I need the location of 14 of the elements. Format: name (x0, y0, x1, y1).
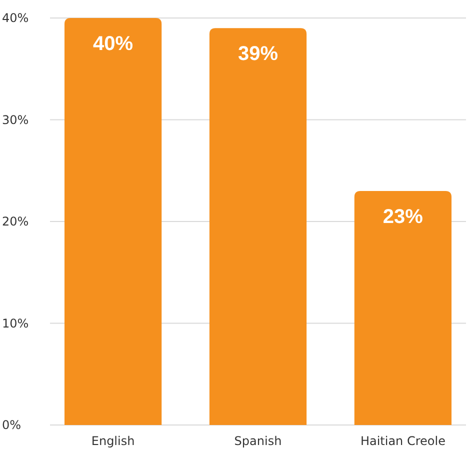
x-tick-label: Spanish (234, 434, 282, 448)
bar (354, 190, 452, 425)
y-tick-label: 40% (2, 11, 29, 25)
y-tick-label: 30% (2, 112, 29, 127)
data-label: 40% (93, 33, 134, 55)
bar (209, 28, 307, 425)
y-tick-label: 20% (2, 214, 29, 228)
x-tick-label: English (91, 434, 135, 448)
y-tick-label: 0% (2, 418, 22, 432)
data-label: 23% (382, 206, 424, 228)
data-label: 39% (238, 43, 278, 66)
y-tick-label: 10% (2, 316, 29, 330)
x-tick-label: Haitian Creole (360, 434, 446, 448)
bar (64, 18, 162, 425)
